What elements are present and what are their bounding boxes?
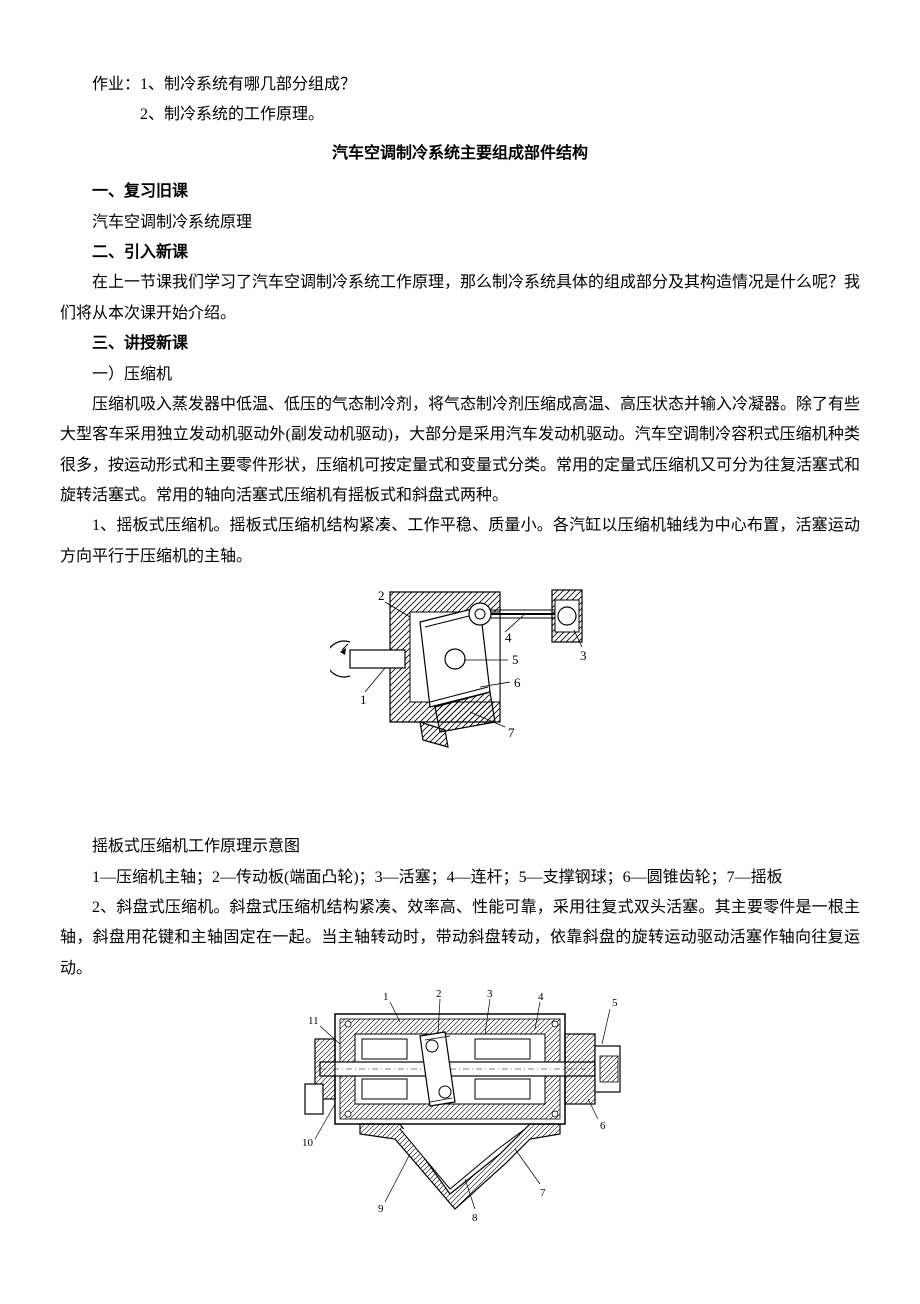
- figure-1-legend: 1—压缩机主轴；2—传动板(端面凸轮)；3—活塞；4—连杆；5—支撑钢球；6—圆…: [60, 863, 860, 893]
- svg-text:2: 2: [436, 988, 442, 1000]
- section-3-item2: 2、斜盘式压缩机。斜盘式压缩机结构紧凑、效率高、性能可靠，采用往复式双头活塞。其…: [60, 893, 860, 984]
- homework-line-2: 2、制冷系统的工作原理。: [60, 100, 860, 130]
- svg-text:3: 3: [487, 988, 493, 1000]
- homework-q2: 2、制冷系统的工作原理。: [140, 106, 324, 123]
- section-3-para1: 压缩机吸入蒸发器中低温、低压的气态制冷剂，将气态制冷剂压缩成高温、高压状态并输入…: [60, 390, 860, 512]
- svg-text:8: 8: [472, 1212, 478, 1224]
- homework-line-1: 作业：1、制冷系统有哪几部分组成？: [60, 70, 860, 100]
- svg-text:5: 5: [612, 997, 618, 1009]
- document-page: 作业：1、制冷系统有哪几部分组成？ 2、制冷系统的工作原理。 汽车空调制冷系统主…: [0, 0, 920, 1304]
- svg-text:10: 10: [302, 1137, 314, 1149]
- svg-text:1: 1: [383, 991, 389, 1003]
- svg-text:7: 7: [508, 725, 515, 740]
- svg-text:9: 9: [378, 1203, 384, 1215]
- figure-2-svg: 1 2 3 4 5 6 7 8 9 10 11: [280, 984, 640, 1234]
- figure-1-svg: 1 2 3 4 5 6 7: [330, 572, 590, 782]
- svg-text:4: 4: [505, 630, 512, 645]
- homework-prefix: 作业：: [92, 76, 140, 93]
- svg-text:4: 4: [538, 991, 544, 1003]
- svg-text:7: 7: [540, 1187, 546, 1199]
- figure-2: 1 2 3 4 5 6 7 8 9 10 11: [60, 984, 860, 1234]
- section-1-heading: 一、复习旧课: [60, 177, 860, 207]
- svg-text:5: 5: [512, 652, 519, 667]
- figure-1-caption: 摇板式压缩机工作原理示意图: [60, 832, 860, 862]
- figure-1: 1 2 3 4 5 6 7: [60, 572, 860, 782]
- section-3-item1: 1、摇板式压缩机。摇板式压缩机结构紧凑、工作平稳、质量小。各汽缸以压缩机轴线为中…: [60, 511, 860, 572]
- section-2-heading: 二、引入新课: [60, 238, 860, 268]
- section-3-heading: 三、讲授新课: [60, 329, 860, 359]
- svg-text:6: 6: [600, 1120, 606, 1132]
- section-2-para: 在上一节课我们学习了汽车空调制冷系统工作原理，那么制冷系统具体的组成部分及其构造…: [60, 268, 860, 329]
- homework-q1: 1、制冷系统有哪几部分组成？: [140, 76, 356, 93]
- svg-text:3: 3: [580, 648, 587, 663]
- svg-text:1: 1: [360, 692, 367, 707]
- section-1-line: 汽车空调制冷系统原理: [60, 208, 860, 238]
- doc-title: 汽车空调制冷系统主要组成部件结构: [60, 139, 860, 169]
- svg-text:6: 6: [514, 675, 521, 690]
- svg-text:11: 11: [308, 1015, 319, 1027]
- section-3-sub1: 一）压缩机: [60, 360, 860, 390]
- svg-text:2: 2: [378, 588, 385, 603]
